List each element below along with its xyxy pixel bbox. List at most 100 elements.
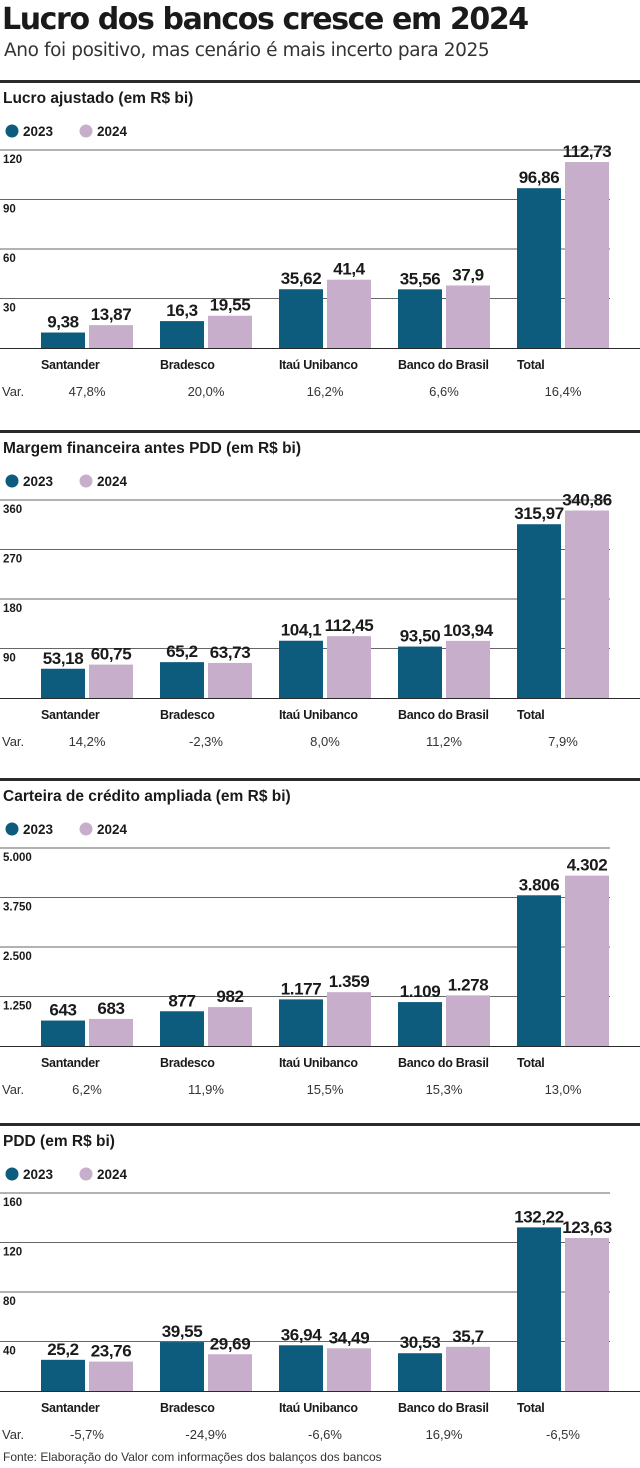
legend-swatch-2023: [5, 822, 19, 836]
chart-panel-1: Lucro ajustado (em R$ bi) 2023 2024 30 60 90 1…: [0, 80, 640, 399]
variation-label: Var.: [2, 384, 24, 399]
bar-value-label: 4.302: [567, 856, 608, 875]
bar-value-label: 36,94: [281, 1325, 322, 1344]
bar-value-label: 34,49: [329, 1328, 370, 1347]
legend-swatch-2023: [5, 1167, 19, 1181]
bar-2023: [41, 332, 85, 348]
bar-value-label: 104,1: [281, 621, 322, 640]
y-tick-label: 2.500: [3, 951, 32, 963]
source-footer: Fonte: Elaboração do Valor com informaçõ…: [3, 1450, 382, 1464]
variation-value: 47,8%: [69, 384, 106, 399]
chart-title: PDD (em R$ bi): [3, 1133, 115, 1150]
bar-value-label: 683: [97, 999, 124, 1018]
category-label: Itaú Unibanco: [279, 708, 358, 722]
bar-value-label: 13,87: [91, 305, 132, 324]
variation-value: -2,3%: [189, 734, 223, 749]
legend-swatch-2023: [5, 124, 19, 138]
legend-label-2023: 2023: [23, 822, 54, 837]
category-label: Santander: [41, 708, 100, 722]
bar-value-label: 123,63: [562, 1218, 612, 1237]
bar-value-label: 340,86: [562, 491, 612, 510]
category-label: Itaú Unibanco: [279, 1056, 358, 1070]
bar-2023: [517, 1227, 561, 1391]
variation-value: 15,3%: [426, 1082, 463, 1097]
bar-2023: [517, 524, 561, 698]
y-tick-label: 60: [3, 253, 16, 265]
chart-title: Margem financeira antes PDD (em R$ bi): [3, 440, 301, 457]
y-tick-label: 160: [3, 1197, 22, 1209]
bar-value-label: 3.806: [519, 875, 560, 894]
legend: 2023 2024: [5, 822, 128, 837]
bar-value-label: 63,73: [210, 643, 251, 662]
variation-label: Var.: [2, 1082, 24, 1097]
legend-label-2023: 2023: [23, 124, 54, 139]
legend-label-2023: 2023: [23, 1167, 54, 1182]
legend: 2023 2024: [5, 124, 128, 139]
section-rule: [0, 1123, 640, 1126]
variation-value: -24,9%: [185, 1427, 227, 1442]
y-tick-label: 80: [3, 1296, 16, 1308]
category-label: Santander: [41, 1056, 100, 1070]
bar-2023: [160, 321, 204, 348]
bar-value-label: 19,55: [210, 296, 251, 315]
bar-value-label: 132,22: [514, 1207, 564, 1226]
variation-value: 6,6%: [429, 384, 459, 399]
bar-2023: [41, 668, 85, 698]
bar-2024: [327, 1348, 371, 1391]
bar-value-label: 60,75: [91, 645, 132, 664]
bar-2023: [398, 1353, 442, 1391]
bar-2023: [279, 1345, 323, 1391]
variation-value: 16,2%: [307, 384, 344, 399]
bar-value-label: 112,73: [563, 142, 612, 161]
bar-2024: [208, 662, 252, 698]
y-axis: 30 60 90 120: [0, 149, 610, 315]
variation-value: 11,2%: [426, 734, 462, 749]
bar-2024: [208, 1354, 252, 1391]
bar-value-label: 93,50: [400, 627, 441, 646]
bar-value-label: 25,2: [47, 1340, 79, 1359]
bar-2024: [89, 325, 133, 348]
bar-2024: [89, 664, 133, 698]
variation-value: -5,7%: [70, 1427, 104, 1442]
y-tick-label: 270: [3, 554, 22, 566]
y-axis: 1.250 2.500 3.750 5.000: [0, 847, 610, 1013]
bar-2024: [446, 1346, 490, 1391]
bar-value-label: 1.177: [281, 979, 322, 998]
bar-2023: [160, 1342, 204, 1391]
bar-2024: [327, 279, 371, 348]
bar-value-label: 65,2: [166, 642, 198, 661]
variation-value: -6,5%: [546, 1427, 580, 1442]
bar-value-label: 35,7: [452, 1327, 484, 1346]
bar-2023: [160, 1011, 204, 1046]
bar-value-label: 35,62: [281, 269, 322, 288]
chart-title: Lucro ajustado (em R$ bi): [3, 90, 193, 107]
variation-value: 6,2%: [72, 1082, 102, 1097]
y-tick-label: 180: [3, 603, 22, 615]
legend-label-2024: 2024: [97, 822, 128, 837]
bar-value-label: 643: [49, 1001, 76, 1020]
category-label: Total: [517, 1056, 544, 1070]
legend: 2023 2024: [5, 474, 128, 489]
bar-2024: [446, 285, 490, 348]
bar-value-label: 53,18: [43, 649, 84, 668]
bar-value-label: 1.109: [400, 982, 441, 1001]
section-rule: [0, 430, 640, 433]
bar-2023: [279, 289, 323, 348]
y-tick-label: 5.000: [3, 852, 32, 864]
category-label: Itaú Unibanco: [279, 358, 358, 372]
bar-value-label: 315,97: [514, 504, 564, 523]
variation-value: 20,0%: [188, 384, 225, 399]
category-label: Bradesco: [160, 708, 215, 722]
legend: 2023 2024: [5, 1167, 128, 1182]
bar-value-label: 23,76: [91, 1342, 132, 1361]
bar-2024: [208, 315, 252, 348]
bar-value-label: 41,4: [333, 260, 365, 279]
chart-panel-3: Carteira de crédito ampliada (em R$ bi) 2…: [0, 778, 640, 1097]
bar-value-label: 1.278: [448, 975, 489, 994]
bar-2024: [327, 636, 371, 698]
chart-panel-4: PDD (em R$ bi) 2023 2024 40 80 120 160 25,2 23,7…: [0, 1123, 640, 1442]
page-subtitle: Ano foi positivo, mas cenário é mais inc…: [4, 40, 490, 61]
y-tick-label: 1.250: [3, 1001, 32, 1013]
variation-value: -6,6%: [308, 1427, 342, 1442]
variation-label: Var.: [2, 1427, 24, 1442]
